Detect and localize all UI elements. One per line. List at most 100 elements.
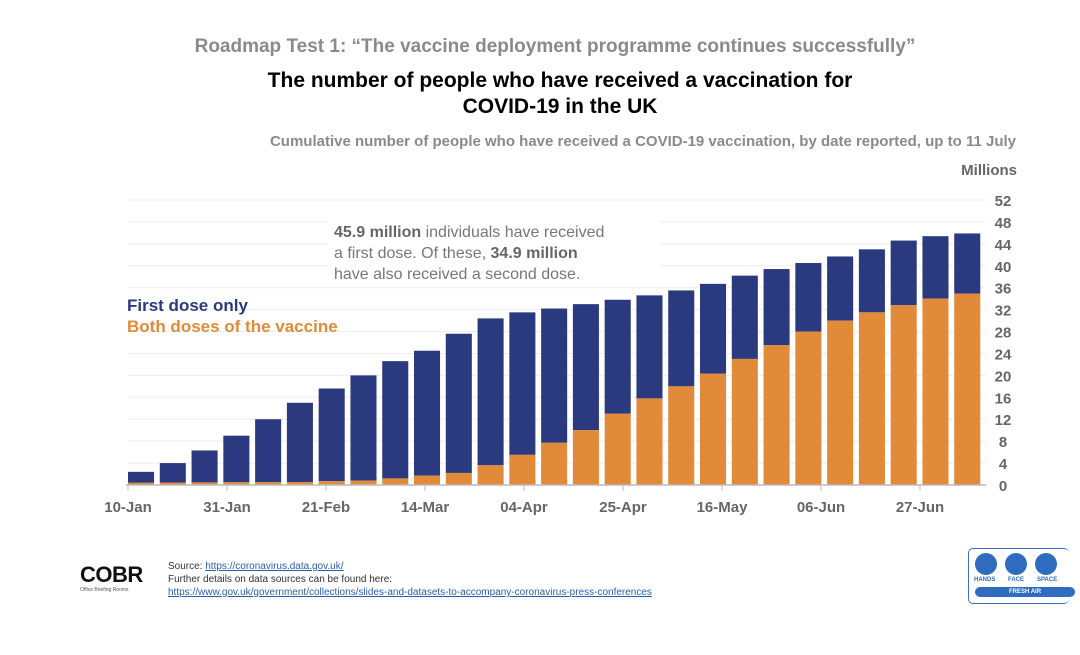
bar-first-dose-only [509, 312, 536, 455]
bar-both-doses [890, 305, 917, 485]
annotation-text: individuals have received [421, 224, 605, 241]
face-label: FACE [1008, 577, 1025, 583]
bar-both-doses [572, 430, 599, 485]
bar-first-dose-only [223, 435, 250, 483]
kicker-title: Roadmap Test 1: “The vaccine deployment … [194, 36, 916, 57]
bar-both-doses [636, 398, 663, 485]
y-tick-label: 52 [995, 193, 1012, 210]
cobr-logo-sub: Office Briefing Rooms [80, 587, 129, 593]
bar-first-dose-only [286, 402, 313, 482]
bar-first-dose-only [191, 450, 218, 483]
bar-first-dose-only [922, 236, 949, 299]
bar-first-dose-only [731, 275, 758, 359]
bar-first-dose-only [572, 304, 599, 431]
bar-both-doses [414, 475, 441, 485]
y-tick-label: 4 [999, 456, 1008, 473]
y-tick-label: 24 [995, 346, 1012, 363]
bar-both-doses [286, 481, 313, 485]
title-line-2: COVID-19 in the UK [462, 95, 658, 118]
x-tick-label: 14-Mar [401, 499, 450, 516]
bar-first-dose-only [541, 308, 568, 443]
y-tick-label: 16 [995, 390, 1012, 407]
x-tick-label: 27-Jun [896, 499, 944, 516]
y-tick-label: 12 [995, 412, 1012, 429]
x-tick-label: 16-May [697, 499, 749, 516]
bar-first-dose-only [350, 375, 377, 481]
bar-both-doses [858, 312, 885, 485]
bar-first-dose-only [318, 388, 345, 482]
bar-first-dose-only [255, 419, 282, 483]
cobr-logo: COBR [80, 562, 143, 587]
title-line-1: The number of people who have received a… [267, 69, 853, 92]
bar-both-doses [668, 386, 695, 485]
bar-both-doses [477, 465, 504, 485]
bar-first-dose-only [890, 240, 917, 306]
bar-both-doses [731, 358, 758, 485]
y-tick-label: 48 [995, 215, 1012, 232]
bar-first-dose-only [477, 318, 504, 466]
x-tick-label: 25-Apr [599, 499, 647, 516]
bar-first-dose-only [159, 463, 186, 483]
bar-both-doses [922, 298, 949, 485]
bar-first-dose-only [763, 269, 790, 346]
y-tick-label: 28 [995, 325, 1012, 342]
legend-first-dose: First dose only [127, 296, 248, 315]
bar-both-doses [700, 373, 727, 485]
hands-label: HANDS [974, 577, 996, 583]
x-tick-label: 21-Feb [302, 499, 350, 516]
legend-both-doses: Both doses of the vaccine [127, 317, 338, 336]
bar-first-dose-only [668, 290, 695, 387]
hands-icon [975, 553, 997, 575]
bar-both-doses [350, 480, 377, 485]
space-icon [1035, 553, 1057, 575]
bar-both-doses [318, 481, 345, 485]
bar-both-doses [509, 454, 536, 485]
y-tick-label: 32 [995, 303, 1012, 320]
further-details: Further details on data sources can be f… [168, 574, 393, 585]
annotation-text: a first dose. Of these, [334, 245, 491, 262]
bar-both-doses [159, 482, 186, 485]
bar-both-doses [223, 482, 250, 485]
chart-title: The number of people who have received a… [0, 68, 1080, 120]
footer-source: Source: https://coronavirus.data.gov.uk/… [168, 560, 652, 599]
source-link[interactable]: https://coronavirus.data.gov.uk/ [205, 561, 344, 572]
chart-subtitle: Cumulative number of people who have rec… [269, 133, 1016, 150]
bar-both-doses [954, 293, 981, 485]
bar-both-doses [827, 320, 854, 485]
bar-first-dose-only [954, 233, 981, 294]
bar-both-doses [382, 478, 409, 485]
bar-first-dose-only [445, 333, 472, 473]
bar-both-doses [763, 345, 790, 485]
bar-first-dose-only [700, 283, 727, 374]
annotation: 45.9 million individuals have received a… [328, 220, 660, 287]
bar-both-doses [541, 442, 568, 485]
bar-both-doses [795, 331, 822, 485]
bar-both-doses [128, 482, 155, 485]
bar-first-dose-only [795, 263, 822, 332]
y-tick-label: 20 [995, 368, 1012, 385]
bar-first-dose-only [858, 249, 885, 313]
bar-first-dose-only [636, 295, 663, 399]
further-link[interactable]: https://www.gov.uk/government/collection… [168, 587, 652, 598]
x-tick-label: 31-Jan [203, 499, 251, 516]
space-label: SPACE [1037, 577, 1058, 583]
bar-first-dose-only [414, 350, 441, 476]
bar-both-doses [191, 482, 218, 485]
hands-face-space-logo: HANDS FACE SPACE FRESH AIR [968, 548, 1075, 604]
annotation-text: have also received a second dose. [334, 266, 581, 283]
face-icon [1005, 553, 1027, 575]
bar-first-dose-only [128, 471, 155, 483]
bar-both-doses [255, 482, 282, 485]
y-tick-label: 40 [995, 259, 1012, 276]
second-dose-total: 34.9 million [490, 245, 578, 262]
bar-first-dose-only [382, 361, 409, 479]
y-axis-label: Millions [961, 162, 1017, 179]
bar-first-dose-only [604, 299, 631, 414]
x-tick-label: 06-Jun [797, 499, 845, 516]
bar-both-doses [604, 413, 631, 485]
y-tick-label: 36 [995, 281, 1012, 298]
x-tick-label: 10-Jan [104, 499, 152, 516]
first-dose-total: 45.9 million [334, 224, 422, 241]
fresh-air-label: FRESH AIR [975, 587, 1075, 597]
y-tick-label: 0 [999, 478, 1007, 495]
